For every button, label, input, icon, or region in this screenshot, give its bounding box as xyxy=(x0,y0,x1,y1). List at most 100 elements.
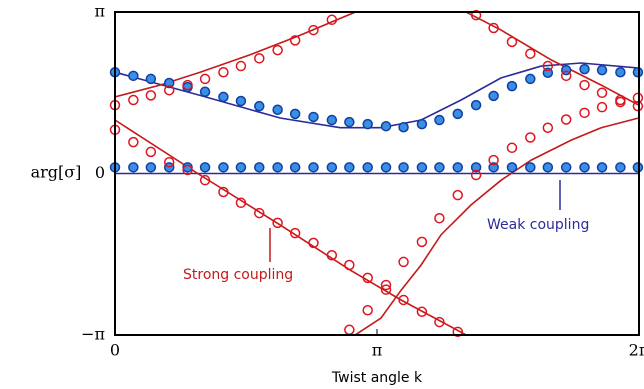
marker xyxy=(579,79,590,91)
marker xyxy=(525,73,536,85)
marker xyxy=(128,70,139,82)
marker xyxy=(308,111,319,123)
marker xyxy=(199,73,211,85)
marker xyxy=(470,162,482,173)
y-tick-label: 0 xyxy=(95,163,105,182)
marker xyxy=(434,114,445,126)
marker xyxy=(199,162,211,173)
marker xyxy=(506,142,518,154)
marker xyxy=(506,80,518,92)
marker xyxy=(272,104,283,116)
marker xyxy=(182,164,193,176)
marker xyxy=(380,120,392,132)
marker xyxy=(398,121,409,133)
marker xyxy=(344,259,355,271)
marker xyxy=(506,36,518,48)
marker xyxy=(506,162,518,173)
marker xyxy=(525,162,536,173)
marker xyxy=(416,162,428,173)
marker xyxy=(434,162,445,173)
marker xyxy=(145,90,157,101)
marker xyxy=(470,9,482,21)
marker xyxy=(470,169,482,181)
marker xyxy=(344,116,355,128)
marker xyxy=(326,162,338,173)
marker xyxy=(416,306,428,318)
marker xyxy=(579,162,590,173)
marker xyxy=(128,94,139,106)
marker xyxy=(452,189,464,201)
x-tick-label: 2π xyxy=(629,341,644,360)
marker xyxy=(326,249,338,261)
line xyxy=(114,62,639,129)
marker xyxy=(289,108,301,120)
marker xyxy=(596,64,608,76)
marker xyxy=(235,95,247,107)
marker xyxy=(632,92,644,104)
y-tick-label: −π xyxy=(81,325,105,344)
marker xyxy=(218,162,229,173)
marker xyxy=(163,77,175,89)
annotation: Weak coupling xyxy=(487,217,589,233)
marker xyxy=(452,326,464,338)
marker xyxy=(615,94,626,106)
marker xyxy=(362,272,373,284)
marker xyxy=(218,186,229,198)
annotation: Strong coupling xyxy=(183,267,293,283)
marker xyxy=(416,236,428,248)
marker xyxy=(308,24,319,36)
marker xyxy=(380,284,392,295)
marker xyxy=(416,118,428,130)
marker xyxy=(380,279,392,291)
y-axis-label: arg[σ] xyxy=(31,163,82,182)
marker xyxy=(289,162,301,173)
marker xyxy=(163,156,175,168)
marker xyxy=(199,174,211,186)
marker xyxy=(289,35,301,46)
marker xyxy=(145,146,157,158)
marker xyxy=(615,162,626,173)
marker xyxy=(235,197,247,209)
marker xyxy=(272,44,283,56)
marker xyxy=(362,304,373,316)
marker xyxy=(145,162,157,173)
marker xyxy=(254,207,265,219)
marker xyxy=(163,84,175,96)
marker xyxy=(596,162,608,173)
marker xyxy=(326,14,338,26)
marker xyxy=(525,48,536,59)
x-axis-label: Twist angle k xyxy=(331,370,423,386)
marker xyxy=(199,86,211,98)
marker xyxy=(525,132,536,143)
marker xyxy=(632,66,644,78)
marker xyxy=(254,53,265,64)
marker xyxy=(362,162,373,173)
x-tick-label: 0 xyxy=(110,341,120,360)
marker xyxy=(128,162,139,173)
marker xyxy=(452,108,464,120)
marker xyxy=(235,60,247,72)
marker xyxy=(272,217,283,229)
marker xyxy=(434,212,445,224)
marker xyxy=(579,63,590,75)
marker xyxy=(380,162,392,173)
x-tick-label: π xyxy=(372,341,383,360)
marker xyxy=(398,162,409,173)
marker xyxy=(145,73,157,85)
marker xyxy=(596,101,608,113)
marker xyxy=(308,237,319,249)
marker xyxy=(632,162,644,173)
marker xyxy=(218,66,229,78)
marker xyxy=(218,91,229,103)
marker xyxy=(434,316,445,328)
marker xyxy=(488,22,499,34)
marker xyxy=(488,90,499,102)
marker xyxy=(560,114,572,125)
marker xyxy=(452,162,464,173)
marker xyxy=(344,162,355,173)
marker xyxy=(398,256,409,268)
marker xyxy=(488,154,499,166)
marker xyxy=(235,162,247,173)
